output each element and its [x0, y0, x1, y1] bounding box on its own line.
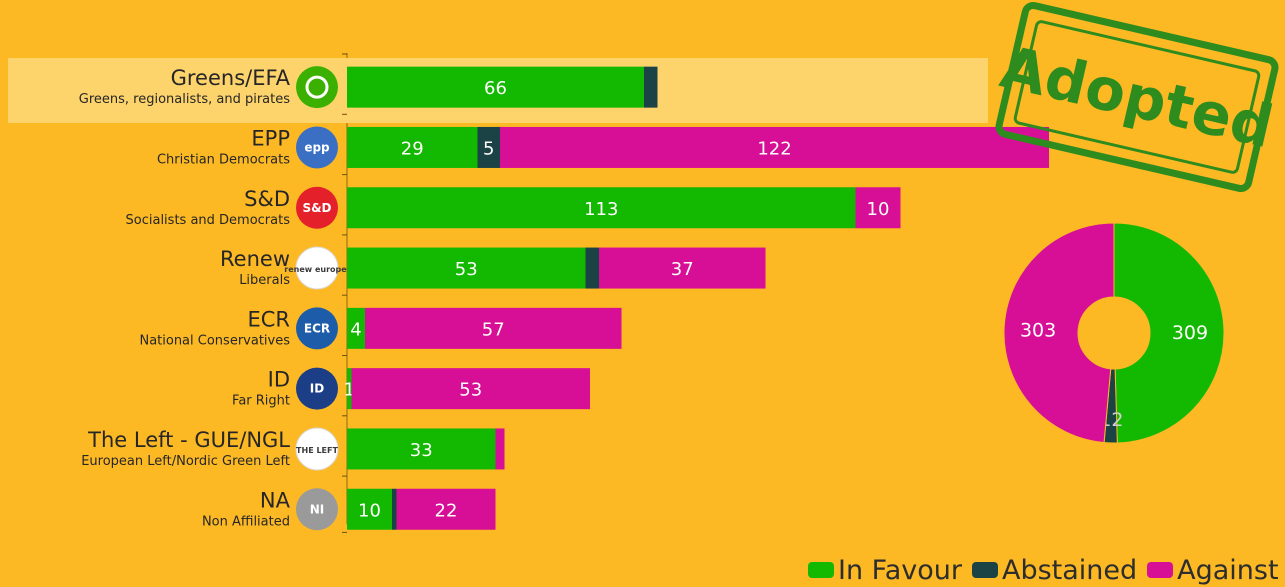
- category-name-the-left-gue-ngl: The Left - GUE/NGL: [87, 428, 290, 452]
- legend-label-in-favour: In Favour: [838, 554, 962, 586]
- ecr-logo-icon-circle: [296, 307, 338, 350]
- bar-epp-against: [500, 126, 1049, 168]
- bar-renew-in-favour: [347, 247, 586, 289]
- sd-logo-icon-circle: [296, 186, 338, 229]
- bar-label-id-against: 53: [459, 380, 482, 401]
- category-subtitle-renew: Liberals: [239, 273, 290, 288]
- category-subtitle-the-left-gue-ngl: European Left/Nordic Green Left: [81, 454, 290, 469]
- legend-swatch-in-favour: [808, 562, 834, 578]
- category-subtitle-greens-efa: Greens, regionalists, and pirates: [79, 92, 290, 107]
- sd-logo-icon: S&D: [296, 186, 338, 229]
- the-left-logo-icon: THE LEFT: [295, 427, 339, 471]
- greens-efa-logo-icon-circle: [296, 66, 338, 109]
- bar-label-epp-abstained: 5: [483, 138, 494, 159]
- donut-label-against: 303: [1020, 320, 1056, 342]
- epp-logo-icon-circle: [296, 126, 338, 169]
- bar-id-in-favour: [347, 368, 352, 410]
- bar-label-ecr-against: 57: [482, 319, 505, 340]
- bar-label-the-left-gue-ngl-in-favour: 33: [410, 440, 433, 461]
- donut-label-in-favour: 309: [1172, 322, 1208, 344]
- bar-label-greens-efa-in-favour: 66: [484, 78, 507, 99]
- category-name-na: NA: [260, 488, 291, 512]
- category-name-greens-efa: Greens/EFA: [171, 66, 291, 90]
- renew-logo-icon: renew europe.: [284, 246, 350, 290]
- bar-s-d-in-favour: [347, 187, 856, 229]
- bar-epp-abstained: [477, 126, 500, 168]
- id-logo-icon-text: ID: [310, 382, 324, 396]
- category-subtitle-s-d: Socialists and Democrats: [126, 213, 291, 228]
- greens-efa-logo-icon: [296, 66, 338, 109]
- bar-label-epp-against: 122: [757, 138, 791, 159]
- legend-label-abstained: Abstained: [1001, 554, 1138, 586]
- category-name-epp: EPP: [251, 126, 290, 150]
- donut-slice-against: [1003, 222, 1115, 444]
- the-left-logo-icon-text: THE LEFT: [296, 446, 338, 455]
- ecr-logo-icon: ECR: [296, 307, 338, 350]
- bar-label-ecr-in-favour: 4: [350, 319, 361, 340]
- category-subtitle-epp: Christian Democrats: [157, 152, 290, 167]
- bar-greens-efa-abstained: [644, 66, 658, 108]
- bar-id-against: [351, 368, 590, 410]
- bar-label-renew-against: 37: [671, 259, 694, 280]
- id-logo-icon-circle: [296, 367, 338, 410]
- epp-logo-icon: epp: [296, 126, 338, 169]
- bar-label-renew-in-favour: 53: [455, 259, 478, 280]
- bar-chart: Greens/EFA Greens, regionalists, and pira…: [8, 53, 1049, 533]
- category-name-ecr: ECR: [247, 307, 290, 331]
- category-subtitle-id: Far Right: [232, 394, 290, 409]
- ni-logo-icon-circle: [296, 488, 338, 531]
- bar-the-left-gue-ngl-against: [495, 428, 505, 470]
- bar-na-abstained: [392, 488, 397, 530]
- bar-na-against: [396, 488, 496, 530]
- bar-greens-efa-in-favour: [347, 66, 644, 108]
- bar-label-s-d-in-favour: 113: [584, 199, 618, 220]
- category-subtitle-na: Non Affiliated: [202, 514, 290, 529]
- category-name-renew: Renew: [220, 247, 290, 271]
- category-subtitle-ecr: National Conservatives: [139, 333, 290, 348]
- greens-efa-logo-icon-ring: [305, 75, 329, 99]
- bar-label-epp-in-favour: 29: [401, 138, 424, 159]
- sd-logo-icon-text: S&D: [302, 201, 331, 215]
- bar-na-in-favour: [347, 488, 392, 530]
- legend: In Favour Abstained Against: [808, 553, 1279, 587]
- epp-logo-icon-text: epp: [304, 140, 330, 154]
- id-logo-icon: ID: [296, 367, 338, 410]
- ni-logo-icon-text: NI: [310, 502, 325, 516]
- legend-swatch-abstained: [971, 562, 998, 578]
- bar-label-na-in-favour: 10: [358, 500, 381, 521]
- bar-the-left-gue-ngl-in-favour: [347, 428, 496, 470]
- renew-logo-icon-circle: [295, 246, 339, 290]
- renew-logo-icon-text: renew europe.: [284, 265, 349, 274]
- bar-renew-against: [599, 247, 766, 289]
- bar-ecr-in-favour: [347, 307, 365, 349]
- category-name-id: ID: [268, 368, 290, 392]
- bar-epp-in-favour: [347, 126, 478, 168]
- legend-label-against: Against: [1177, 554, 1279, 586]
- legend-swatch-against: [1147, 562, 1174, 578]
- bar-label-na-against: 22: [435, 500, 458, 521]
- legend-item-abstained[interactable]: Abstained: [971, 554, 1138, 586]
- bar-label-s-d-against: 10: [867, 199, 890, 220]
- legend-item-in-favour[interactable]: In Favour: [808, 555, 962, 586]
- bar-ecr-against: [365, 307, 622, 349]
- ni-logo-icon: NI: [296, 488, 338, 531]
- bar-label-id-in-favour: 1: [344, 380, 355, 401]
- bar-renew-abstained: [585, 247, 599, 289]
- legend-item-against[interactable]: Against: [1147, 554, 1279, 586]
- category-name-s-d: S&D: [244, 187, 290, 211]
- donut-slice-in-favour: [1113, 222, 1225, 444]
- the-left-logo-icon-circle: [295, 427, 339, 471]
- ecr-logo-icon-text: ECR: [304, 321, 330, 335]
- bar-s-d-against: [855, 187, 901, 229]
